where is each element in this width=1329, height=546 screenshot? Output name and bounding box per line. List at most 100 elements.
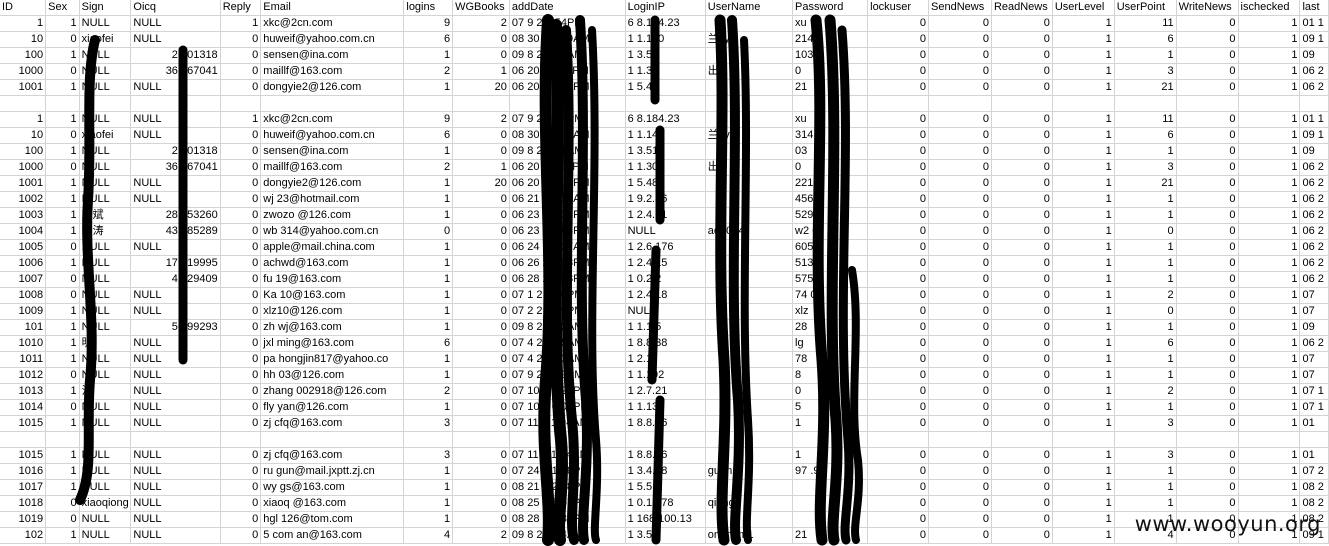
grid-cell[interactable]: 0 (928, 31, 992, 48)
grid-cell[interactable]: 1 (45, 479, 80, 496)
grid-cell[interactable]: wy gs@163.com (260, 479, 405, 496)
grid-cell[interactable]: 0 (991, 463, 1053, 480)
grid-cell[interactable]: xu (792, 15, 869, 32)
column-header[interactable]: UserPoint (1114, 0, 1177, 16)
grid-cell[interactable]: 3 (1114, 415, 1177, 432)
grid-cell[interactable]: 1 (220, 15, 262, 32)
grid-cell[interactable]: 1 (1238, 415, 1301, 432)
grid-cell[interactable]: NULL (130, 191, 221, 208)
grid-cell[interactable] (705, 79, 794, 96)
grid-cell[interactable]: 0 (45, 63, 80, 80)
grid-cell[interactable] (705, 383, 794, 400)
grid-cell[interactable]: 42 29409 (130, 271, 221, 288)
grid-cell[interactable] (867, 431, 930, 448)
grid-cell[interactable]: 1 (1238, 175, 1301, 192)
grid-cell[interactable]: 5 (792, 399, 869, 416)
grid-cell[interactable]: 1 (45, 303, 80, 320)
grid-cell[interactable]: 06 2 (1299, 239, 1329, 256)
grid-cell[interactable]: 0 (867, 495, 930, 512)
grid-cell[interactable]: 0 (792, 159, 869, 176)
grid-cell[interactable]: 0 (991, 15, 1053, 32)
grid-cell[interactable]: 0 (1176, 335, 1239, 352)
grid-cell[interactable]: 1 (1052, 463, 1115, 480)
grid-cell[interactable]: 0 (1176, 303, 1239, 320)
grid-cell[interactable]: 11 (1114, 15, 1177, 32)
grid-cell[interactable]: 0 (220, 223, 262, 240)
grid-cell[interactable]: NULL (130, 175, 221, 192)
grid-cell[interactable]: 06 21 2 9:59AM (509, 191, 626, 208)
grid-cell[interactable]: 0 (1176, 367, 1239, 384)
grid-cell[interactable]: 1010 (0, 335, 47, 352)
grid-cell[interactable]: 1 168.100.13 (625, 511, 706, 528)
grid-cell[interactable]: 1 (1052, 63, 1115, 80)
grid-cell[interactable]: 1 (1052, 31, 1115, 48)
grid-cell[interactable]: 3 (1114, 447, 1177, 464)
grid-cell[interactable]: 0 (867, 415, 930, 432)
grid-cell[interactable]: 0 (867, 511, 930, 528)
grid-cell[interactable]: 0 (928, 175, 992, 192)
grid-cell[interactable]: 1004 (0, 223, 47, 240)
grid-cell[interactable]: wb 314@yahoo.com.cn (260, 223, 405, 240)
grid-cell[interactable]: 28 (792, 319, 869, 336)
grid-cell[interactable]: wj 23@hotmail.com (260, 191, 405, 208)
grid-cell[interactable]: 0 (867, 79, 930, 96)
grid-cell[interactable]: 605 (792, 239, 869, 256)
grid-cell[interactable]: 1 (1238, 511, 1301, 528)
grid-cell[interactable]: 0 (928, 463, 992, 480)
grid-cell[interactable]: 78 (792, 351, 869, 368)
grid-cell[interactable]: 1 (45, 143, 80, 160)
grid-cell[interactable]: 2 (403, 159, 454, 176)
grid-cell[interactable]: NULL (130, 447, 221, 464)
grid-cell[interactable]: guan (705, 463, 794, 480)
grid-cell[interactable]: 0 (991, 223, 1053, 240)
grid-cell[interactable]: 1 2.7.21 (625, 383, 706, 400)
grid-cell[interactable]: 0 (452, 127, 510, 144)
grid-cell[interactable]: zhang 002918@126.com (260, 383, 405, 400)
grid-cell[interactable]: 0 (1176, 351, 1239, 368)
grid-cell[interactable]: 1 (1114, 271, 1177, 288)
grid-cell[interactable]: 1014 (0, 399, 47, 416)
grid-cell[interactable]: 0 (1176, 495, 1239, 512)
grid-cell[interactable]: NULL (130, 111, 221, 128)
grid-cell[interactable]: 0 (1176, 415, 1239, 432)
grid-cell[interactable]: 1 (1238, 143, 1301, 160)
grid-cell[interactable]: NULL (130, 495, 221, 512)
grid-cell[interactable]: 1 (1238, 127, 1301, 144)
grid-cell[interactable]: 1 (1238, 447, 1301, 464)
grid-cell[interactable]: 0 (991, 527, 1053, 544)
grid-cell[interactable]: 1 (1238, 303, 1301, 320)
grid-cell[interactable]: 1 2.11 (625, 351, 706, 368)
grid-cell[interactable]: 6 (1114, 127, 1177, 144)
grid-cell[interactable]: NULL (130, 383, 221, 400)
grid-cell[interactable]: 0 (1176, 15, 1239, 32)
grid-cell[interactable]: 0 (1176, 127, 1239, 144)
grid-cell[interactable]: 1 (1114, 47, 1177, 64)
grid-cell[interactable]: 1 (1114, 143, 1177, 160)
grid-cell[interactable]: 0 (1176, 79, 1239, 96)
grid-cell[interactable]: 0 (452, 319, 510, 336)
grid-cell[interactable]: 1 (403, 143, 454, 160)
grid-cell[interactable]: NULL (130, 415, 221, 432)
grid-cell[interactable]: 0 (991, 335, 1053, 352)
grid-cell[interactable]: 529 (792, 207, 869, 224)
grid-cell[interactable]: 0 (991, 367, 1053, 384)
grid-cell[interactable]: 3 (403, 447, 454, 464)
grid-cell[interactable]: 9 (403, 15, 454, 32)
grid-cell[interactable]: fly yan@126.com (260, 399, 405, 416)
grid-cell[interactable] (1238, 431, 1301, 448)
grid-cell[interactable] (705, 47, 794, 64)
grid-cell[interactable]: 1 5.48 (625, 79, 706, 96)
grid-cell[interactable]: 1001 (0, 79, 47, 96)
grid-cell[interactable]: NULL (130, 303, 221, 320)
grid-cell[interactable]: 07 4 2 9:25AM (509, 335, 626, 352)
grid-cell[interactable]: 6 (403, 127, 454, 144)
grid-cell[interactable]: 1 (0, 15, 47, 32)
grid-cell[interactable]: 兰fly (705, 127, 794, 144)
grid-cell[interactable]: 09 1 (1299, 127, 1329, 144)
grid-cell[interactable]: 6 (1114, 335, 1177, 352)
grid-cell[interactable] (260, 95, 405, 112)
grid-cell[interactable]: 10 (0, 127, 47, 144)
grid-cell[interactable]: 0 (452, 191, 510, 208)
grid-cell[interactable]: 0 (403, 223, 454, 240)
grid-cell[interactable]: 0 (867, 111, 930, 128)
